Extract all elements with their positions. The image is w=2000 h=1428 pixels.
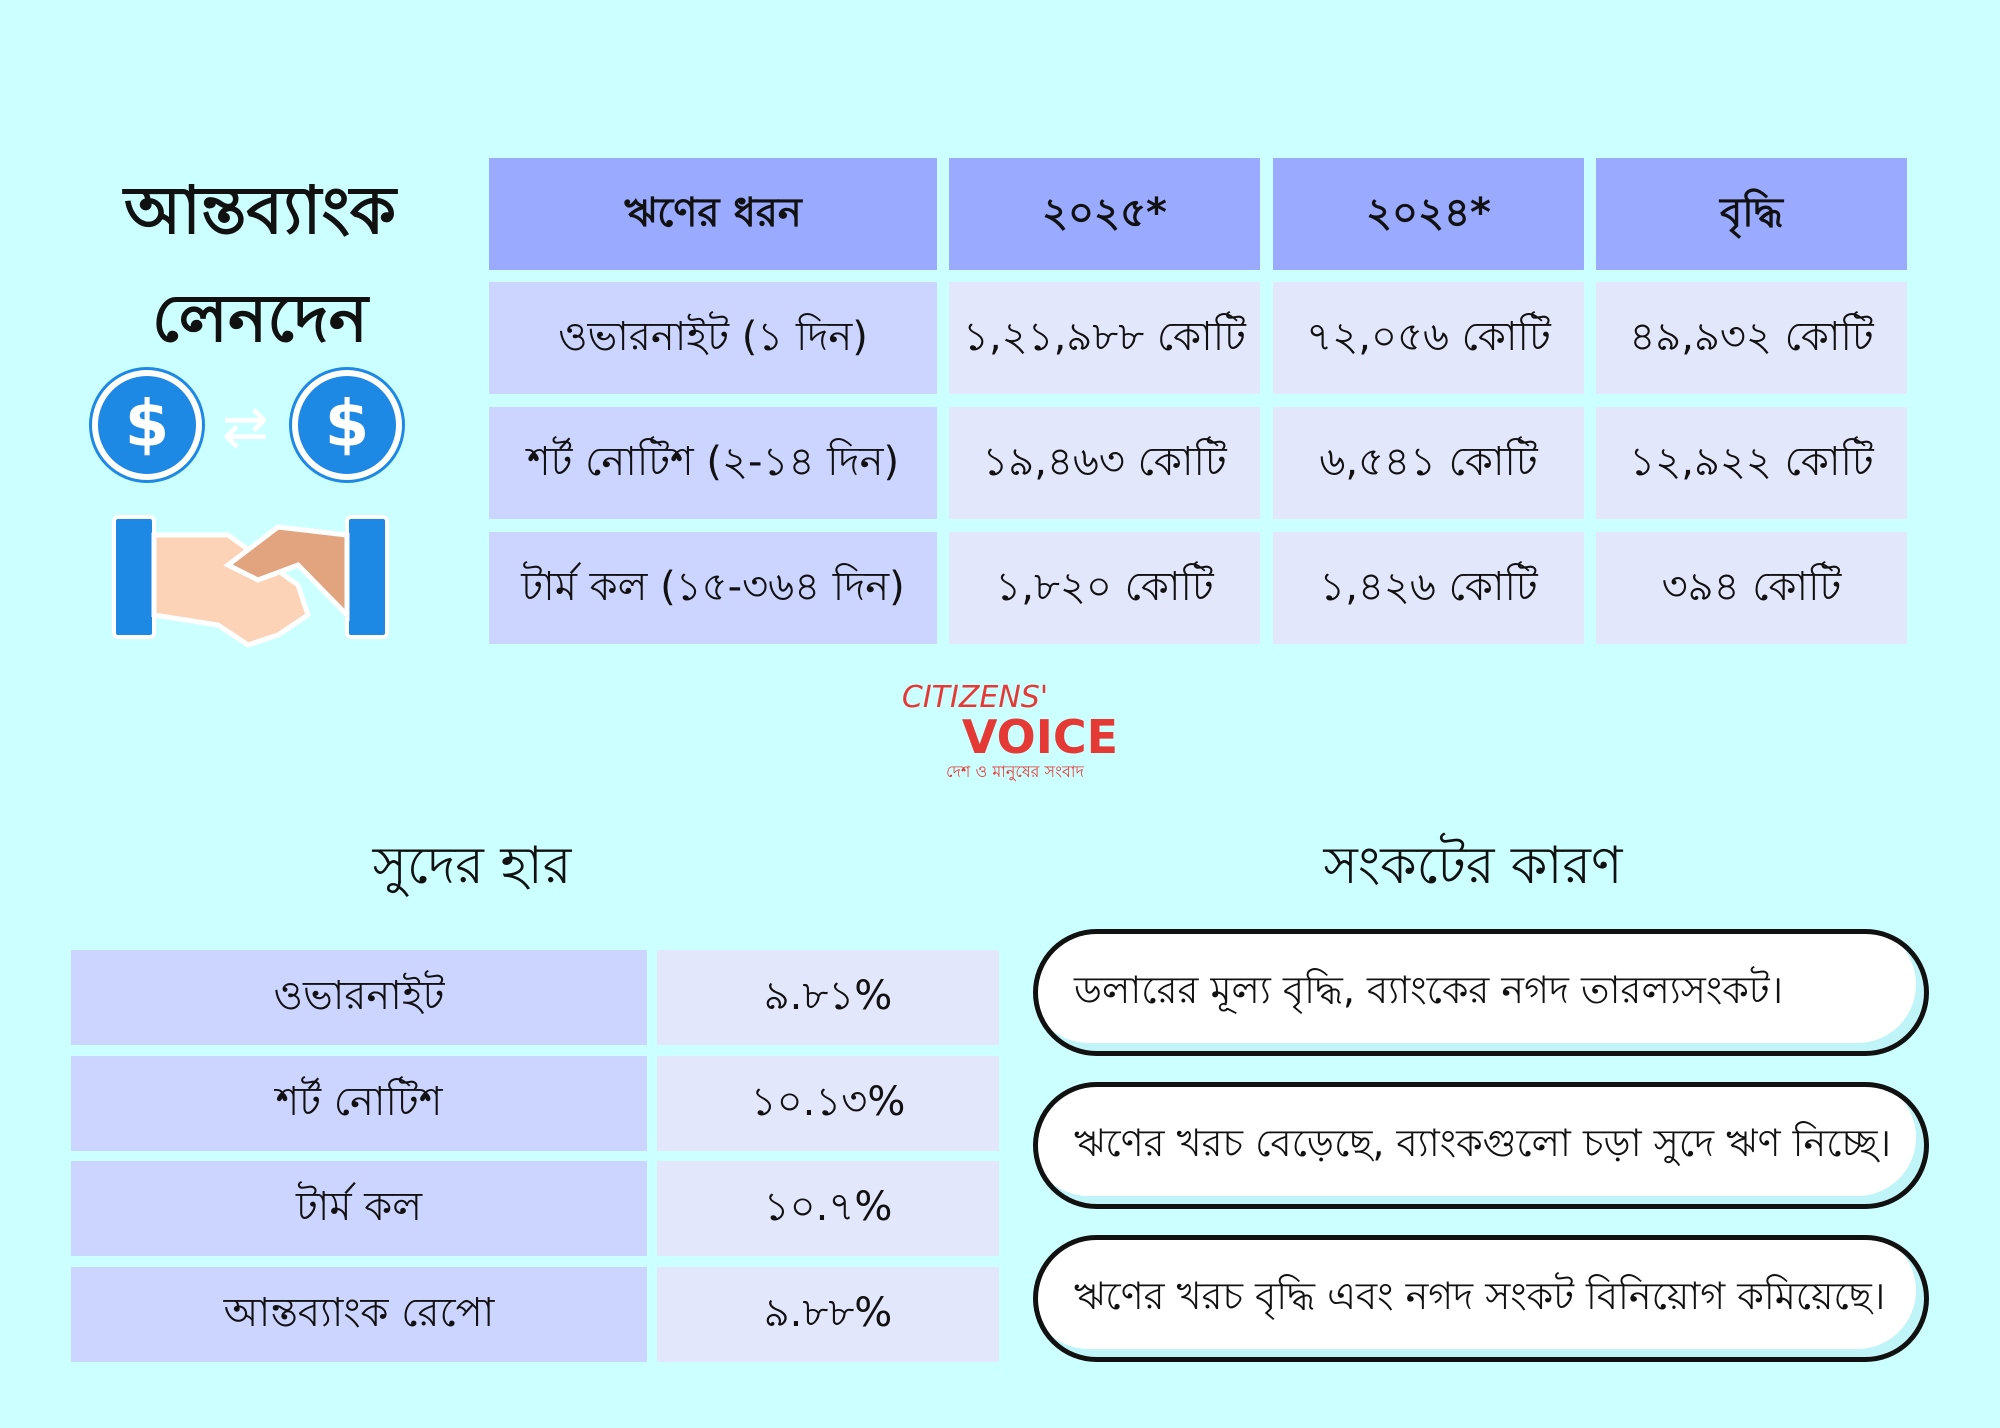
header-loan-type: ঋণের ধরন bbox=[489, 158, 937, 270]
rate-label: শর্ট নোটিশ bbox=[71, 1056, 647, 1151]
table-cell: ১,২১,৯৮৮ কোটি bbox=[949, 282, 1260, 394]
logo-citizens: CITIZENS' bbox=[901, 680, 1049, 715]
rate-value: ৯.৮১% bbox=[657, 950, 999, 1045]
logo-tagline: দেশ ও মানুষের সংবাদ bbox=[946, 762, 1084, 781]
table-cell: ৬,৫৪১ কোটি bbox=[1273, 407, 1584, 519]
header-2024: ২০২৪* bbox=[1273, 158, 1584, 270]
causes-title: সংকটের কারণ bbox=[1323, 836, 1623, 896]
cause-item: ডলারের মূল্য বৃদ্ধি, ব্যাংকের নগদ তারল্য… bbox=[1033, 929, 1929, 1056]
logo-voice: VOICE bbox=[961, 710, 1119, 764]
table-cell: ১৯,৪৬৩ কোটি bbox=[949, 407, 1260, 519]
title-line-1: আন্তব্যাংক bbox=[123, 172, 397, 249]
table-cell: ১,৮২০ কোটি bbox=[949, 532, 1260, 644]
rate-value: ১০.১৩% bbox=[657, 1056, 999, 1151]
title-line-2: লেনদেন bbox=[152, 280, 368, 357]
table-cell: ৩৯৪ কোটি bbox=[1596, 532, 1907, 644]
table-cell: ৭২,০৫৬ কোটি bbox=[1273, 282, 1584, 394]
table-cell: ওভারনাইট (১ দিন) bbox=[489, 282, 937, 394]
rate-label: টার্ম কল bbox=[71, 1161, 647, 1256]
table-cell: টার্ম কল (১৫-৩৬৪ দিন) bbox=[489, 532, 937, 644]
handshake-icon bbox=[112, 515, 389, 648]
rate-label: আন্তব্যাংক রেপো bbox=[71, 1267, 647, 1362]
rates-title: সুদের হার bbox=[372, 836, 572, 896]
header-2025: ২০২৫* bbox=[949, 158, 1260, 270]
table-cell: শর্ট নোটিশ (২-১৪ দিন) bbox=[489, 407, 937, 519]
citizens-voice-logo: CITIZENS' VOICE দেশ ও মানুষের সংবাদ bbox=[855, 680, 1155, 786]
rate-label: ওভারনাইট bbox=[71, 950, 647, 1045]
rate-value: ১০.৭% bbox=[657, 1161, 999, 1256]
swap-arrows-icon: ⇄ bbox=[222, 395, 269, 460]
cause-item: ঋণের খরচ বেড়েছে, ব্যাংকগুলো চড়া সুদে ঋ… bbox=[1033, 1082, 1929, 1209]
table-cell: ১,৪২৬ কোটি bbox=[1273, 532, 1584, 644]
cause-item: ঋণের খরচ বৃদ্ধি এবং নগদ সংকট বিনিয়োগ কম… bbox=[1033, 1235, 1929, 1362]
header-growth: বৃদ্ধি bbox=[1596, 158, 1907, 270]
dollar-coin-icon: $ bbox=[292, 370, 402, 480]
dollar-coin-icon: $ bbox=[92, 370, 202, 480]
table-cell: ১২,৯২২ কোটি bbox=[1596, 407, 1907, 519]
rate-value: ৯.৮৮% bbox=[657, 1267, 999, 1362]
table-cell: ৪৯,৯৩২ কোটি bbox=[1596, 282, 1907, 394]
